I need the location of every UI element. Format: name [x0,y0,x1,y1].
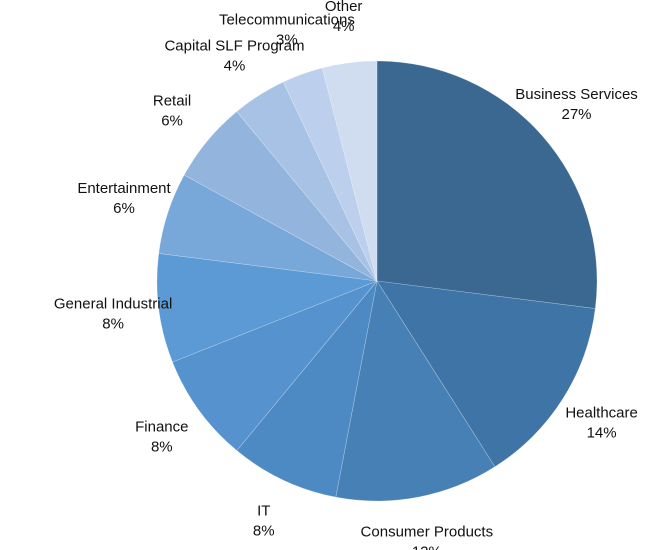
slice-label: Business Services [515,86,638,103]
pie-slice [236,81,378,282]
slice-value-label: 6% [161,112,183,129]
slice-value-label: 3% [276,32,298,49]
slice-label: General Industrial [54,295,172,312]
slice-label: Entertainment [77,180,171,197]
slice-value-label: 8% [151,438,173,455]
pie-slice [172,280,378,451]
slice-value-label: 4% [333,18,355,35]
slice-value-label: 4% [224,57,246,74]
slice-label: Telecommunications [219,12,355,29]
pie-slice [335,280,496,502]
slice-label: IT [257,503,270,520]
pie-slice [282,67,378,282]
pie-slice [156,253,378,363]
slice-value-label: 8% [253,523,275,540]
slice-value-label: 27% [562,106,592,123]
slice-value-label: 14% [587,424,617,441]
slice-label: Consumer Products [361,523,494,540]
slice-label: Other [325,0,363,15]
pie-slice [158,174,378,282]
slice-value-label: 12% [412,543,442,550]
slice-label: Healthcare [565,404,638,421]
pie-slice [376,60,598,309]
slice-value-label: 6% [113,200,135,217]
pie-slice [321,60,378,282]
slice-label: Finance [135,418,188,435]
slice-label: Capital SLF Program [164,37,304,54]
pie-slice [183,111,378,282]
pie-slice [376,280,596,468]
slice-value-label: 8% [102,315,124,332]
slice-label: Retail [153,92,191,109]
pie-slice [236,280,378,498]
